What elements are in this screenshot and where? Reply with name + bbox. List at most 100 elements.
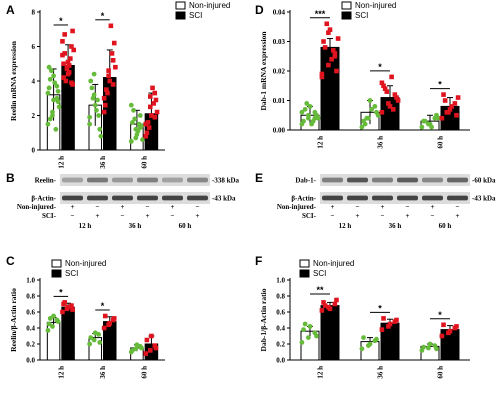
blot-time-label: 12 h xyxy=(339,222,352,230)
blot-sci-sign: + xyxy=(356,212,360,220)
bar-sci xyxy=(320,305,340,361)
data-point-sci xyxy=(101,325,107,331)
legend-label-sci: SCI xyxy=(355,11,368,20)
data-point-non-injured xyxy=(361,335,366,340)
data-point-non-injured xyxy=(128,138,134,144)
data-point-sci xyxy=(110,58,116,63)
data-point-sci xyxy=(110,82,116,87)
y-tick-label: 0.6 xyxy=(26,309,35,317)
data-point-non-injured xyxy=(135,128,141,134)
legend-swatch-sci xyxy=(299,269,310,278)
data-point-sci xyxy=(71,47,77,53)
data-point-sci xyxy=(146,125,152,130)
y-tick-label: 0.00 xyxy=(273,127,286,135)
blot-row-label: β-Actin- xyxy=(31,195,56,203)
legend-swatch-sci xyxy=(51,269,62,278)
data-point-sci xyxy=(326,62,331,68)
panel-letter-f: F xyxy=(255,254,262,268)
blot-kda-label: -43 kDa xyxy=(212,195,236,203)
data-point-non-injured xyxy=(47,116,53,122)
blot-non-injured-label: Non-injured- xyxy=(277,203,317,211)
data-point-non-injured xyxy=(87,114,93,120)
data-point-non-injured xyxy=(435,115,441,121)
data-point-sci xyxy=(390,107,396,112)
blot-non-injured-sign: − xyxy=(406,203,410,211)
data-point-sci xyxy=(447,328,453,334)
blot-time-label: 60 h xyxy=(439,222,452,230)
x-tick-label: 36 h xyxy=(99,156,107,169)
data-point-non-injured xyxy=(45,90,51,96)
y-axis-title: Reelin mRNA expression xyxy=(9,40,18,121)
panel-letter-d: D xyxy=(255,3,264,17)
data-point-sci xyxy=(454,112,459,118)
data-point-sci xyxy=(60,39,65,44)
data-point-sci xyxy=(65,59,71,65)
chart-reelin-ratio: 0.0 0.2 0.4 0.6 0.8 1.0 Reelin/β-Actin ratio 12… xyxy=(9,259,165,379)
data-point-non-injured xyxy=(314,333,319,339)
data-point-sci xyxy=(61,75,66,80)
data-point-non-injured xyxy=(372,104,378,109)
data-point-non-injured xyxy=(93,107,99,113)
data-point-non-injured xyxy=(54,83,60,89)
blot-band xyxy=(422,177,443,183)
legend-label-non-injured: Non-injured xyxy=(313,259,354,268)
data-point-sci xyxy=(111,40,117,46)
data-point-sci xyxy=(332,53,338,59)
significance-marker: * xyxy=(101,301,105,311)
blot-band xyxy=(372,195,393,201)
legend-swatch-non-injured xyxy=(51,259,62,268)
x-tick-label: 12 h xyxy=(317,366,325,379)
data-point-non-injured xyxy=(55,88,61,94)
blot-band xyxy=(137,195,158,201)
significance-marker: * xyxy=(59,16,63,26)
blot-sci-sign: + xyxy=(96,212,100,220)
panel-letter-e: E xyxy=(255,171,263,185)
x-tick-label: 12 h xyxy=(57,156,65,169)
data-point-non-injured xyxy=(307,324,313,329)
data-point-sci xyxy=(319,71,325,77)
blot-non-injured-sign: + xyxy=(71,203,75,211)
blot-sci-sign: − xyxy=(71,212,75,220)
data-point-sci xyxy=(108,23,114,29)
data-point-sci xyxy=(102,313,108,319)
data-point-non-injured xyxy=(91,71,97,77)
data-point-sci xyxy=(379,327,385,332)
data-point-sci xyxy=(143,133,149,139)
blot-sci-sign: − xyxy=(331,212,335,220)
data-point-sci xyxy=(107,78,113,84)
data-point-non-injured xyxy=(96,113,102,118)
panel-letter-b: B xyxy=(6,171,15,185)
blot-strip xyxy=(60,174,210,186)
data-point-non-injured xyxy=(369,106,375,112)
x-tick-label: 36 h xyxy=(99,366,107,379)
data-point-sci xyxy=(334,297,339,303)
blot-band xyxy=(162,177,183,183)
blot-row-label: β-Actin- xyxy=(291,195,316,203)
data-point-sci xyxy=(106,73,111,79)
blot-non-injured-sign: − xyxy=(196,203,200,211)
panel-letter-a: A xyxy=(6,3,15,17)
data-point-sci xyxy=(68,56,73,61)
data-point-sci xyxy=(105,90,110,96)
blot-strip xyxy=(60,192,210,204)
data-point-non-injured xyxy=(55,319,61,324)
legend-label-sci: SCI xyxy=(65,269,78,278)
data-point-non-injured xyxy=(90,95,96,101)
data-point-sci xyxy=(379,80,385,86)
x-tick-label: 36 h xyxy=(377,136,385,149)
data-point-sci xyxy=(109,51,115,56)
data-point-non-injured xyxy=(307,104,313,109)
data-point-sci xyxy=(386,324,391,329)
blot-strip xyxy=(320,192,470,204)
data-point-sci xyxy=(149,333,154,339)
blot-band xyxy=(397,195,418,201)
y-tick-label: 0.8 xyxy=(276,293,285,301)
data-point-non-injured xyxy=(429,124,435,130)
data-point-non-injured xyxy=(87,121,93,127)
data-point-sci xyxy=(394,95,399,100)
data-point-non-injured xyxy=(301,118,306,124)
data-point-sci xyxy=(149,113,154,118)
data-point-sci xyxy=(334,68,339,74)
data-point-non-injured xyxy=(53,126,59,132)
blot-time-label: 36 h xyxy=(389,222,402,230)
